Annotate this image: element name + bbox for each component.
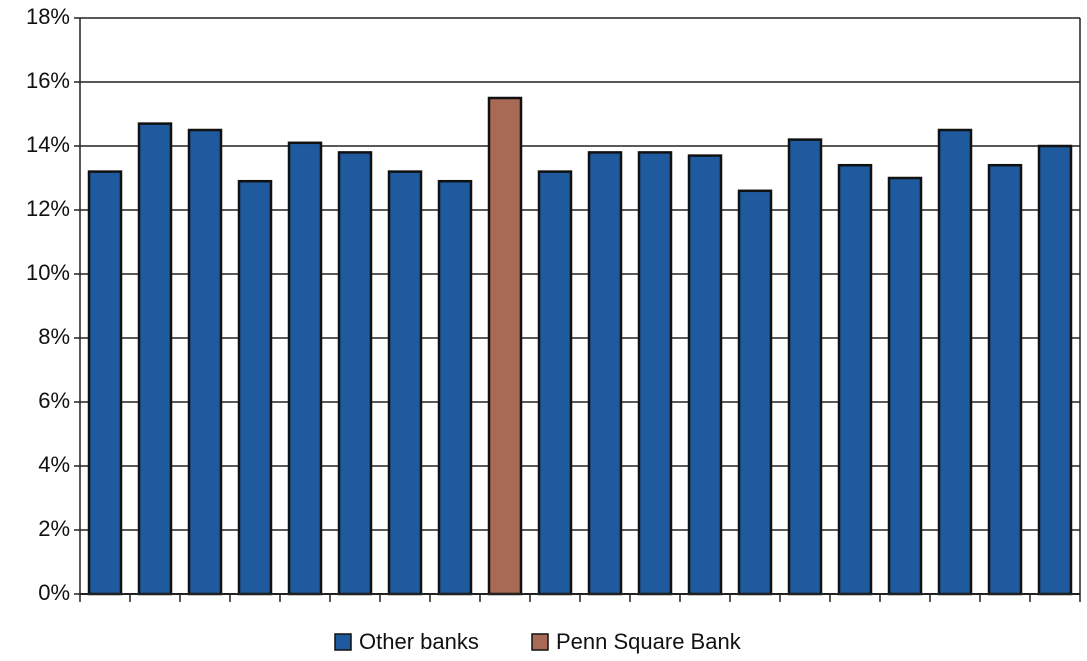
y-tick-label: 6% xyxy=(38,388,70,413)
bar xyxy=(987,163,1023,596)
y-tick-label: 16% xyxy=(26,68,70,93)
y-tick-label: 18% xyxy=(26,4,70,29)
y-tick-label: 12% xyxy=(26,196,70,221)
y-tick-label: 10% xyxy=(26,260,70,285)
bar xyxy=(787,138,823,596)
bar xyxy=(237,179,273,596)
bar xyxy=(537,170,573,596)
bar xyxy=(87,170,123,596)
y-tick-label: 14% xyxy=(26,132,70,157)
y-tick-label: 4% xyxy=(38,452,70,477)
bar xyxy=(1037,144,1073,596)
y-tick-label: 2% xyxy=(38,516,70,541)
bar xyxy=(837,163,873,596)
bar xyxy=(137,122,173,596)
bar xyxy=(437,179,473,596)
y-tick-label: 8% xyxy=(38,324,70,349)
bar xyxy=(687,154,723,596)
legend-swatch xyxy=(531,633,549,651)
bar xyxy=(937,128,973,596)
legend-label: Other banks xyxy=(359,629,479,654)
legend-swatch xyxy=(334,633,352,651)
bar xyxy=(187,128,223,596)
legend-label: Penn Square Bank xyxy=(556,629,742,654)
bar xyxy=(737,189,773,596)
bar xyxy=(587,151,623,596)
bar xyxy=(337,151,373,596)
bar xyxy=(487,96,523,596)
bar xyxy=(387,170,423,596)
bar xyxy=(287,141,323,596)
y-tick-label: 0% xyxy=(38,580,70,605)
bar xyxy=(637,151,673,596)
bar xyxy=(887,176,923,596)
